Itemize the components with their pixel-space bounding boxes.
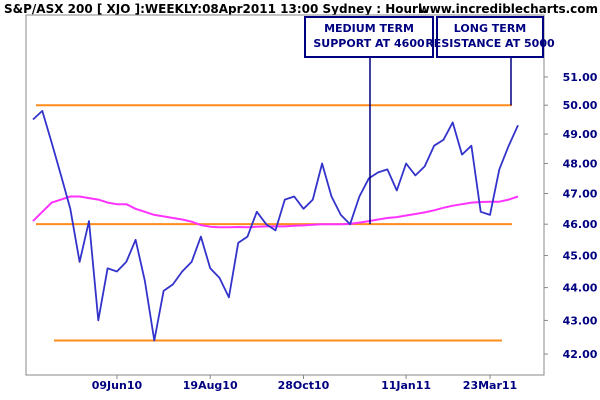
y-tick-label: 49.00 [563, 128, 598, 141]
reference-lines [36, 104, 512, 342]
plot-area [25, 14, 545, 376]
annotation-text: SUPPORT AT 4600 [313, 37, 425, 50]
x-tick-label: 23Mar11 [463, 379, 517, 392]
chart-header-left: S&P/ASX 200 [ XJO ]:WEEKLY:08Apr2011 13:… [4, 2, 427, 16]
annotations: MEDIUM TERM SUPPORT AT 4600 LONG TERM RESIS… [304, 16, 555, 225]
y-tick-label: 50.00 [563, 99, 598, 112]
y-tick-label: 48.00 [563, 157, 598, 170]
y-tick-label: 46.00 [563, 218, 598, 231]
y-tick-label: 44.00 [563, 282, 598, 295]
y-tick-label: 43.00 [563, 314, 598, 327]
x-tick-label: 19Aug10 [183, 379, 238, 392]
price-line [32, 110, 519, 342]
axis-ticks: 42.00 43.00 44.00 45.00 46.00 47.00 48.00 49.00… [92, 71, 598, 392]
y-tick-label: 42.00 [563, 348, 598, 361]
annotation-text: MEDIUM TERM [324, 22, 414, 35]
series-lines [32, 110, 519, 342]
y-tick-label: 47.00 [563, 187, 598, 200]
moving-average-line [32, 195, 519, 229]
annotation-box [436, 16, 544, 58]
x-tick-label: 28Oct10 [278, 379, 330, 392]
annotation-text: LONG TERM [454, 22, 526, 35]
y-tick-label: 51.00 [563, 71, 598, 84]
chart-header-right: www.incrediblecharts.com [419, 2, 598, 16]
annotation-text: RESISTANCE AT 5000 [425, 37, 555, 50]
y-tick-label: 45.00 [563, 250, 598, 263]
annotation-box [304, 16, 434, 58]
x-tick-label: 11Jan11 [381, 379, 431, 392]
x-tick-label: 09Jun10 [92, 379, 143, 392]
